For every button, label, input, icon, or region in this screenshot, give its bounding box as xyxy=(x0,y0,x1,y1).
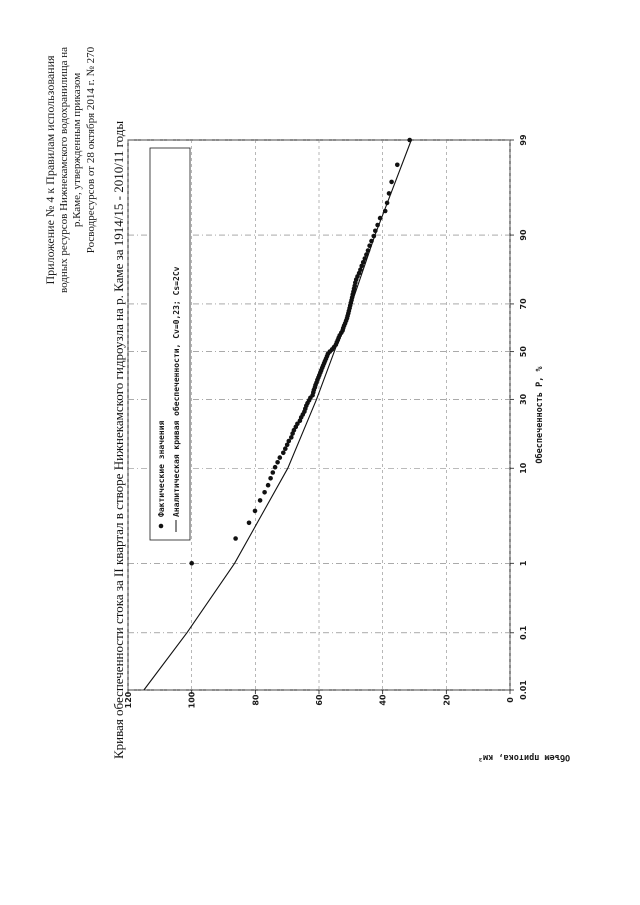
header-line-4: Росводресурсов от 28 октября 2014 г. № 2… xyxy=(85,46,97,253)
legend-curve-label: Аналитическая кривая обеспеченности, Cv=… xyxy=(171,266,181,517)
value-tick-label: 0 xyxy=(506,697,515,703)
analytic-curve xyxy=(143,139,412,691)
data-point xyxy=(382,208,388,214)
data-point xyxy=(268,476,273,481)
legend: Фактические значения Аналитическая крива… xyxy=(149,147,191,541)
prob-tick-label: 70 xyxy=(519,298,528,310)
data-point xyxy=(362,256,368,261)
data-point xyxy=(281,450,286,456)
prob-tick-label: 0.01 xyxy=(519,680,528,700)
prob-tick-label: 50 xyxy=(519,346,528,358)
legend-point-marker xyxy=(158,523,164,529)
data-point xyxy=(284,442,290,448)
data-point xyxy=(360,260,366,265)
prob-tick-label: 0.1 xyxy=(519,625,528,640)
data-point xyxy=(272,464,278,470)
value-tick-label: 80 xyxy=(251,694,260,706)
header-line-3: р.Каме, утвержденным приказом xyxy=(71,73,83,227)
data-point xyxy=(277,455,283,460)
data-point xyxy=(384,200,390,206)
data-point xyxy=(367,243,372,248)
prob-tick-label: 90 xyxy=(519,229,528,241)
data-point xyxy=(365,248,371,253)
value-tick-label: 40 xyxy=(379,694,388,706)
value-tick-label: 120 xyxy=(124,691,133,708)
data-point xyxy=(389,179,394,185)
data-point xyxy=(295,421,300,427)
data-point xyxy=(377,215,383,221)
data-point xyxy=(189,561,194,566)
prob-tick-label: 30 xyxy=(519,393,528,405)
data-point xyxy=(233,536,238,541)
data-point xyxy=(359,263,365,269)
data-point xyxy=(252,508,258,514)
header-line-1: Приложение № 4 к Правилам использования xyxy=(43,55,57,284)
data-point xyxy=(373,228,378,234)
data-point xyxy=(375,222,380,228)
data-point xyxy=(246,520,252,526)
data-point xyxy=(289,435,294,440)
data-point xyxy=(275,460,280,465)
data-points-layer xyxy=(189,137,413,566)
prob-tick-label: 1 xyxy=(519,560,528,566)
prob-tick-label: 10 xyxy=(519,462,528,474)
grid-lines xyxy=(127,139,511,691)
data-point xyxy=(386,191,392,196)
y-axis-label: Объем притока, км³ xyxy=(478,752,570,763)
header-line-2: водных ресурсов Нижнекамского водохранил… xyxy=(58,47,70,293)
data-point xyxy=(270,470,276,475)
x-axis-label: Обеспеченность P, % xyxy=(534,366,545,464)
data-point xyxy=(369,238,374,244)
legend-points-label: Фактические значения xyxy=(157,420,166,517)
axis-ticks: 0.01 0.1 1 10 30 50 70 90 99 0 20 40 60 80 100 120 xyxy=(124,134,528,708)
prob-tick-label: 99 xyxy=(519,134,528,146)
data-point xyxy=(286,438,292,444)
data-point xyxy=(407,137,413,143)
chart-title: Кривая обеспеченности стока за II кварта… xyxy=(111,121,126,759)
data-point xyxy=(358,267,363,273)
data-point xyxy=(265,482,271,488)
data-point xyxy=(371,233,377,239)
analytic-curve-layer xyxy=(143,139,412,691)
value-tick-label: 100 xyxy=(188,691,197,708)
data-point xyxy=(395,162,400,168)
header-block: Приложение № 4 к Правилам использования … xyxy=(43,46,97,293)
value-tick-label: 20 xyxy=(442,694,451,706)
legend-box xyxy=(149,147,191,541)
data-point xyxy=(257,498,263,503)
data-point xyxy=(364,252,369,257)
data-point xyxy=(262,490,267,495)
data-point xyxy=(283,446,288,452)
value-tick-label: 60 xyxy=(315,694,324,706)
